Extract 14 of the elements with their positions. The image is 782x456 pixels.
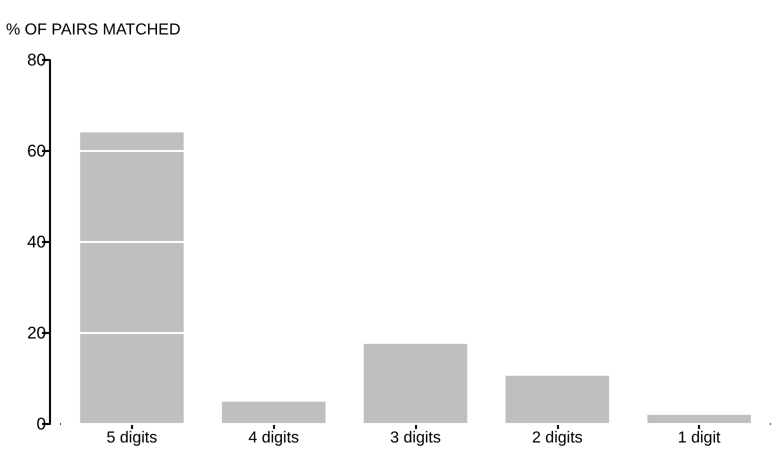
bar — [222, 402, 326, 424]
x-tick-label: 4 digits — [248, 430, 300, 446]
x-tick-label: 3 digits — [390, 430, 441, 446]
y-tick-label: 20 — [27, 324, 46, 342]
x-tick-label: 5 digits — [106, 430, 158, 446]
bar — [506, 376, 610, 424]
bar — [80, 132, 184, 424]
x-tick-label: 2 digits — [532, 430, 583, 446]
y-tick-label: 60 — [27, 142, 46, 160]
bar — [364, 344, 468, 424]
y-tick-label: 80 — [27, 50, 46, 70]
x-tick-label: 1 digit — [678, 430, 721, 446]
y-tick-label: 40 — [27, 232, 46, 252]
y-axis-title: % OF PAIRS MATCHED — [6, 22, 181, 38]
